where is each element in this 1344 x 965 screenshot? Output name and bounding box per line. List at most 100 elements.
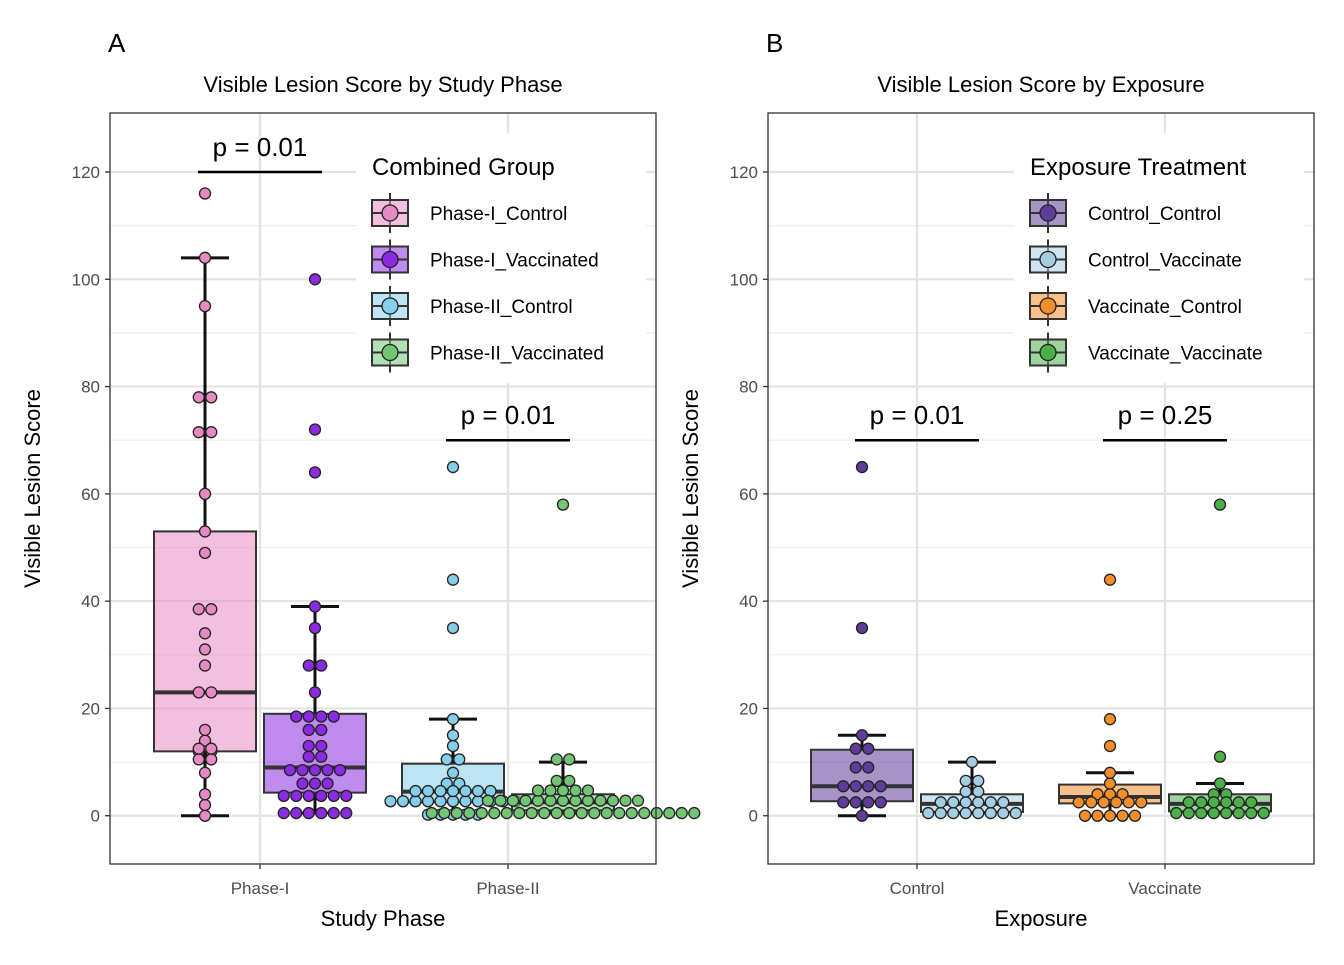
data-point (446, 729, 460, 742)
legend-label: Vaccinate_Vaccinate (1088, 344, 1263, 365)
data-point (438, 806, 451, 820)
data-point (663, 806, 676, 820)
y-tick-label: 120 (730, 163, 758, 182)
data-point (1091, 809, 1104, 822)
data-point (959, 774, 972, 788)
data-point (302, 750, 315, 763)
data-point (922, 806, 935, 820)
data-point (475, 806, 488, 820)
data-point (409, 784, 422, 798)
data-point (192, 603, 205, 616)
data-point (471, 795, 485, 808)
legend-label: Phase-I_Vaccinated (430, 251, 599, 272)
data-point (581, 794, 595, 807)
series-control-vaccinate (920, 755, 1024, 820)
data-point (302, 723, 315, 737)
data-point (556, 784, 570, 797)
data-point (1116, 809, 1129, 822)
data-point (333, 763, 347, 777)
data-point (315, 750, 328, 763)
data-point (277, 806, 290, 820)
data-point (1103, 713, 1117, 726)
data-point (205, 426, 218, 439)
panel-b: 0 20 40 60 80 100 120 Control Vaccinate Exposure V… (678, 28, 1315, 931)
panel-label: A (108, 28, 126, 58)
panel-a: 0 20 40 60 80 100 120 Phase-I Phase-II Study Phas… (20, 28, 701, 931)
data-point (544, 784, 557, 797)
data-point (1213, 498, 1227, 511)
data-point (315, 710, 328, 723)
data-point (972, 806, 985, 820)
data-point (550, 774, 563, 788)
data-point (1116, 788, 1129, 801)
data-point (972, 796, 985, 809)
data-point (450, 806, 463, 820)
data-point (1195, 806, 1208, 820)
data-point (327, 710, 340, 723)
data-point (198, 788, 212, 801)
data-point (384, 795, 397, 808)
series-vaccinate-control (1058, 573, 1162, 822)
data-point (563, 753, 576, 766)
data-point (425, 806, 438, 820)
data-point (302, 789, 315, 803)
data-point (1213, 777, 1227, 790)
data-point (837, 780, 850, 793)
data-point (569, 784, 582, 797)
data-point (1078, 809, 1092, 822)
data-point (862, 742, 875, 755)
data-point (1170, 806, 1183, 820)
data-point (531, 784, 545, 797)
box (810, 748, 914, 803)
data-point (327, 789, 340, 803)
series-phase-i-vaccinated (263, 273, 367, 820)
data-point (959, 806, 972, 820)
data-point (205, 753, 218, 766)
data-point (446, 460, 460, 474)
data-point (934, 806, 947, 820)
data-point (315, 739, 328, 753)
data-point (959, 785, 972, 798)
data-point (631, 794, 645, 807)
data-point (606, 794, 620, 807)
data-point (855, 729, 869, 742)
data-point (855, 621, 869, 635)
data-point (984, 796, 997, 809)
data-point (302, 659, 315, 672)
data-point (500, 806, 513, 820)
data-point (569, 794, 582, 807)
data-point (1182, 796, 1195, 809)
data-point (198, 299, 212, 313)
panel-border (109, 112, 657, 865)
data-point (198, 809, 212, 822)
data-point (315, 789, 328, 803)
data-point (849, 780, 862, 793)
legend-label: Phase-II_Vaccinated (430, 344, 604, 365)
data-point (1009, 806, 1022, 820)
data-point (315, 806, 328, 820)
data-point (453, 753, 466, 766)
data-point (1103, 739, 1117, 753)
y-axis-title: Visible Lesion Score (20, 389, 45, 588)
data-point (192, 742, 205, 755)
legend-title: Exposure Treatment (1030, 154, 1246, 181)
data-point (302, 806, 315, 820)
data-point (308, 777, 322, 790)
data-point (519, 794, 532, 807)
legend-item: Phase-II_Control (371, 286, 573, 326)
data-point (308, 600, 322, 613)
data-point (488, 806, 501, 820)
data-point (296, 777, 309, 790)
x-tick-label: Phase-I (231, 879, 290, 898)
legend-item: Vaccinate_Vaccinate (1029, 332, 1263, 373)
x-axis-title: Exposure (995, 906, 1088, 931)
data-point (965, 755, 979, 769)
data-point (513, 806, 526, 820)
data-point (688, 806, 701, 820)
legend-label: Vaccinate_Control (1088, 297, 1242, 318)
y-tick-label: 100 (72, 270, 100, 289)
data-point (283, 763, 297, 777)
data-point (446, 621, 460, 635)
data-point (1207, 796, 1220, 809)
